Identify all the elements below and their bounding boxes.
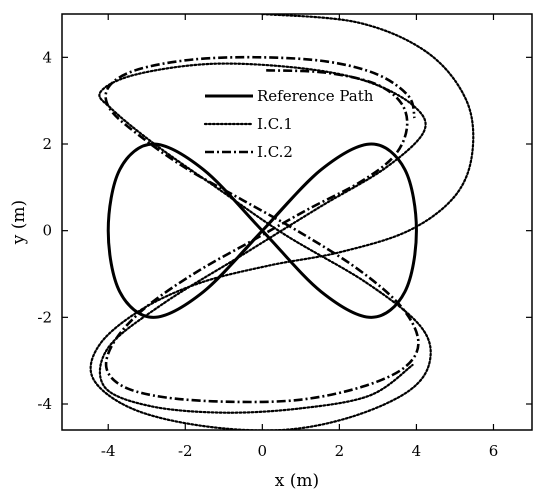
series-layer [89, 14, 475, 430]
x-tick-label: 0 [258, 442, 268, 460]
legend: Reference Path I.C.1 I.C.2 [203, 87, 374, 161]
x-tick-label: 2 [335, 442, 345, 460]
ticks-layer: -4 -2 0 2 4 6 -4 -2 0 2 4 [37, 14, 532, 460]
series-line-2 [89, 14, 475, 430]
legend-label-1: Reference Path [257, 87, 374, 105]
y-tick-label: -2 [37, 308, 52, 326]
x-axis-label: x (m) [275, 471, 319, 491]
x-tick-label: 6 [489, 442, 499, 460]
x-tick-label: 4 [412, 442, 422, 460]
x-tick-label: -4 [101, 442, 116, 460]
legend-label-2: I.C.1 [257, 115, 293, 133]
y-tick-label: -4 [37, 395, 52, 413]
y-tick-label: 2 [42, 135, 52, 153]
series-line-3 [104, 55, 420, 404]
x-tick-label: -2 [178, 442, 193, 460]
series-line-1 [106, 142, 418, 319]
y-tick-label: 0 [42, 222, 52, 240]
plot-frame [61, 13, 533, 431]
y-tick-label: 4 [42, 48, 52, 66]
y-axis-label: y (m) [9, 200, 29, 245]
legend-label-3: I.C.2 [257, 143, 293, 161]
